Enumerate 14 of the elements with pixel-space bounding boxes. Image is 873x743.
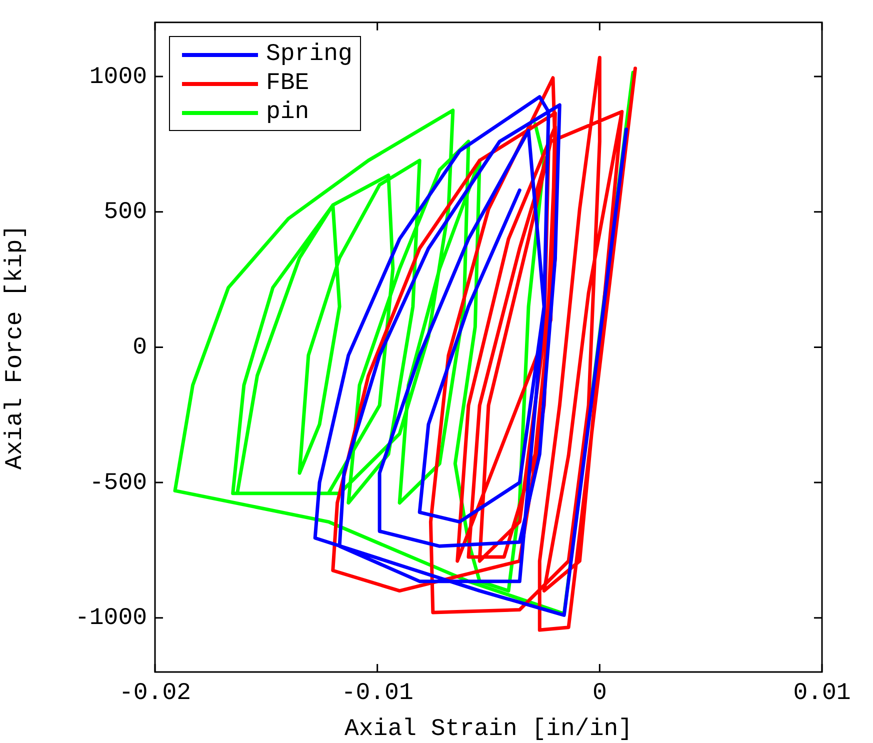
legend-label: Spring [266,40,352,70]
y-axis-title: Axial Force [kip] [2,224,29,470]
x-axis-title: Axial Strain [in/in] [344,716,633,743]
y-tick-label: -500 [89,470,147,497]
x-tick-label: 0.01 [793,680,851,707]
y-tick-label: 500 [104,199,147,226]
legend-label: pin [266,98,310,128]
x-tick-label: -0.01 [341,680,414,707]
legend-label: FBE [266,69,310,98]
y-tick-label: 0 [132,334,147,362]
y-tick-label: -1000 [74,605,147,632]
y-tick-label: 1000 [89,64,147,91]
x-tick-label: 0 [592,680,607,707]
x-tick-label: -0.02 [118,680,192,707]
